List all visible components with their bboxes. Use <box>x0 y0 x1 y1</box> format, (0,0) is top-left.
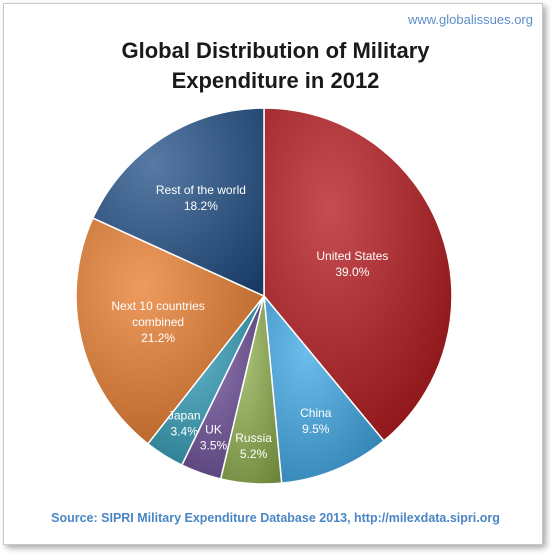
slice-name-russia: Russia <box>235 431 272 445</box>
slice-name-united-states: United States <box>316 249 388 263</box>
chart-title-line2: Expenditure in 2012 <box>171 68 380 93</box>
slice-name-japan: Japan <box>168 409 201 423</box>
slice-value-next-10-countries-combined: 21.2% <box>141 331 175 345</box>
pie-slice-rest-of-the-world <box>91 107 265 298</box>
pie-slice-united-states <box>263 107 453 442</box>
slice-label-uk: UK 3.5% <box>200 423 228 453</box>
slice-label-next-10-countries-combined: Next 10 countries combined 21.2% <box>111 299 204 345</box>
slice-label-united-states: United States 39.0% <box>316 249 388 279</box>
slice-value-rest-of-the-world: 18.2% <box>184 199 218 213</box>
pie-slice-next-10-countries-combined <box>75 217 266 445</box>
slice-name-next-10-countries-combined: combined <box>132 315 184 329</box>
chart-title-line1: Global Distribution of Military <box>121 38 430 63</box>
slice-value-china: 9.5% <box>302 422 330 436</box>
brand-url[interactable]: www.globalissues.org <box>407 12 533 27</box>
slice-name-next-10-countries-combined: Next 10 countries <box>111 299 204 313</box>
slice-label-russia: Russia 5.2% <box>235 431 272 461</box>
chart-title: Global Distribution of Military Expendit… <box>0 36 551 96</box>
slice-label-rest-of-the-world: Rest of the world 18.2% <box>156 183 246 213</box>
slice-value-uk: 3.5% <box>200 439 228 453</box>
slice-value-japan: 3.4% <box>171 425 199 439</box>
slice-name-china: China <box>300 406 332 420</box>
slice-label-china: China 9.5% <box>300 406 332 436</box>
slice-name-uk: UK <box>205 423 222 437</box>
slice-name-rest-of-the-world: Rest of the world <box>156 183 246 197</box>
slice-value-russia: 5.2% <box>240 447 268 461</box>
slice-value-united-states: 39.0% <box>335 265 369 279</box>
source-note: Source: SIPRI Military Expenditure Datab… <box>51 511 500 525</box>
pie-slice-china <box>263 293 385 484</box>
slice-label-japan: Japan 3.4% <box>168 409 201 439</box>
